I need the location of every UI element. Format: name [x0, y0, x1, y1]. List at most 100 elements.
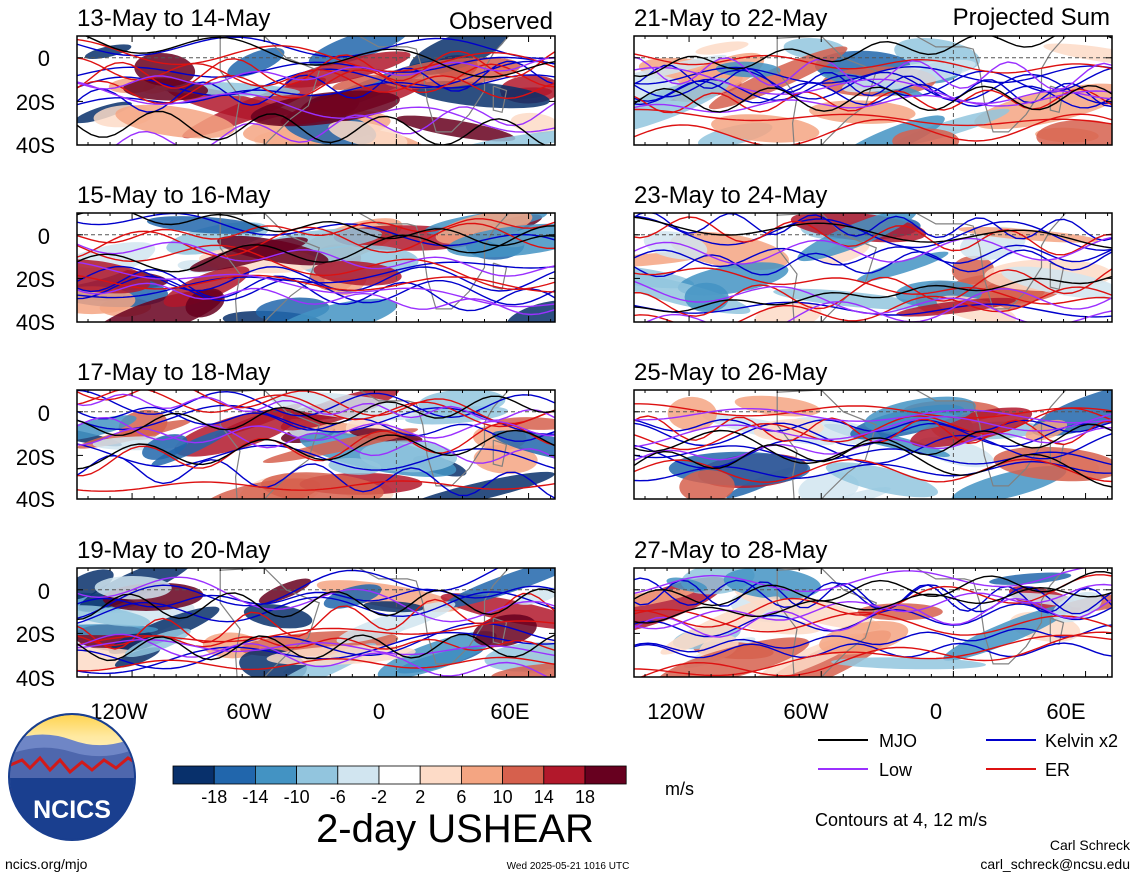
contour-line [77, 269, 555, 312]
shear-field-cell [261, 472, 384, 499]
y-tick-label: 0 [38, 579, 50, 604]
shear-field-cell [77, 624, 159, 636]
shear-field-cell [1052, 591, 1102, 623]
x-tick-label: 120W [647, 699, 705, 724]
contour-line [77, 390, 555, 425]
coastline [1049, 617, 1065, 646]
contour-line [77, 422, 555, 477]
contour-legend: MJO Kelvin x2 Low ER [818, 731, 1118, 780]
legend-label-er: ER [1045, 760, 1070, 780]
x-tick-label: 60E [1046, 699, 1085, 724]
shear-field-cell [643, 231, 708, 260]
contour-line [77, 213, 555, 247]
shear-field-cell [115, 104, 236, 139]
y-tick-label: 0 [38, 46, 50, 71]
contour-line [639, 631, 1112, 677]
y-tick-label: 20S [16, 267, 55, 292]
colorbar-tick-label: -10 [284, 787, 310, 807]
shear-field-cell [856, 251, 949, 283]
shear-field-cell [258, 578, 312, 604]
y-tick-label: 20S [16, 622, 55, 647]
colorbar-tick-label: -18 [201, 787, 227, 807]
shear-field-cell [396, 115, 516, 142]
shear-field-cell [506, 300, 555, 322]
y-tick-label: 40S [16, 487, 55, 512]
panel-title-right-3: 25-May to 26-May [634, 359, 827, 386]
contour-line [77, 265, 555, 292]
contour-line [77, 568, 500, 620]
contour-line [77, 60, 555, 113]
coastline [358, 568, 510, 665]
contour-line [77, 56, 555, 78]
contour-line [634, 408, 1112, 424]
contour-line [77, 275, 555, 306]
shear-field-cell [492, 430, 555, 465]
shear-field-cell [510, 112, 555, 134]
y-tick-label: 20S [16, 90, 55, 115]
contour-line [645, 288, 1112, 322]
legend-label-mjo: MJO [879, 731, 917, 751]
panel-title-left-4: 19-May to 20-May [77, 537, 270, 564]
colorbar-tick-label: -14 [242, 787, 268, 807]
panel-frame [76, 567, 556, 678]
shear-field-cell [515, 587, 555, 605]
contour-line [634, 586, 1112, 624]
map-panel [76, 35, 556, 146]
shear-field-cell [108, 606, 220, 655]
contour-line [634, 634, 1112, 677]
colorbar-tick-label: 18 [575, 787, 595, 807]
colorbar-tick-label: 14 [534, 787, 554, 807]
contour-line [634, 570, 1112, 607]
panel-title-right-1: 21-May to 22-May [634, 5, 827, 32]
panel-title-left-3: 17-May to 18-May [77, 359, 270, 386]
contour-line [77, 274, 555, 293]
shear-field-cell [359, 440, 458, 473]
contour-line [634, 583, 1112, 630]
contour-line [77, 420, 555, 446]
contour-line [634, 423, 1112, 470]
y-axis-ticks: 0 20S 40S 0 20S 40S 0 20S 40S 0 20S 40S [16, 46, 55, 691]
panel-frame [633, 567, 1113, 678]
contour-line [634, 113, 1112, 145]
coastline [219, 36, 321, 145]
contour-line [77, 633, 555, 662]
shear-field-cell [313, 260, 402, 286]
contour-line [77, 81, 555, 133]
shear-field-cell [250, 90, 400, 127]
shear-field-cell [833, 115, 945, 145]
y-tick-label: 0 [38, 401, 50, 426]
shear-field-cell [1036, 119, 1112, 145]
contour-line [77, 74, 555, 106]
map-panel [633, 389, 1113, 500]
contour-note: Contours at 4, 12 m/s [815, 810, 987, 830]
contour-line [634, 608, 1112, 636]
shear-field-cell [473, 444, 538, 474]
shear-field-cell [459, 127, 555, 145]
contour-line [634, 458, 1112, 483]
contour-line [634, 268, 1112, 317]
column-label-projected-sum: Projected Sum [953, 4, 1110, 31]
shear-field-cell [825, 462, 938, 498]
shear-field-cell [446, 223, 555, 258]
contour-line [634, 84, 1112, 113]
coastline [915, 568, 1067, 665]
contour-line [634, 275, 1112, 313]
panel-frame [76, 212, 556, 323]
contour-line [634, 413, 1112, 448]
coastline [219, 568, 321, 677]
shear-field-cell [634, 588, 695, 611]
contour-line [77, 656, 555, 672]
contour-line [634, 603, 1112, 638]
contour-line [634, 429, 1112, 488]
shear-field-cell [308, 36, 410, 67]
colorbar-swatch [460, 765, 503, 785]
shear-field-cell [328, 120, 408, 145]
colorbar-units: m/s [665, 779, 694, 799]
logo-text: NCICS [33, 796, 111, 824]
contour-line [77, 57, 555, 100]
colorbar-swatch [337, 765, 380, 785]
colorbar-tick-label: -6 [330, 787, 346, 807]
colorbar-swatch [378, 765, 421, 785]
colorbar-swatch [584, 765, 627, 785]
shear-field-cell [1043, 43, 1112, 66]
